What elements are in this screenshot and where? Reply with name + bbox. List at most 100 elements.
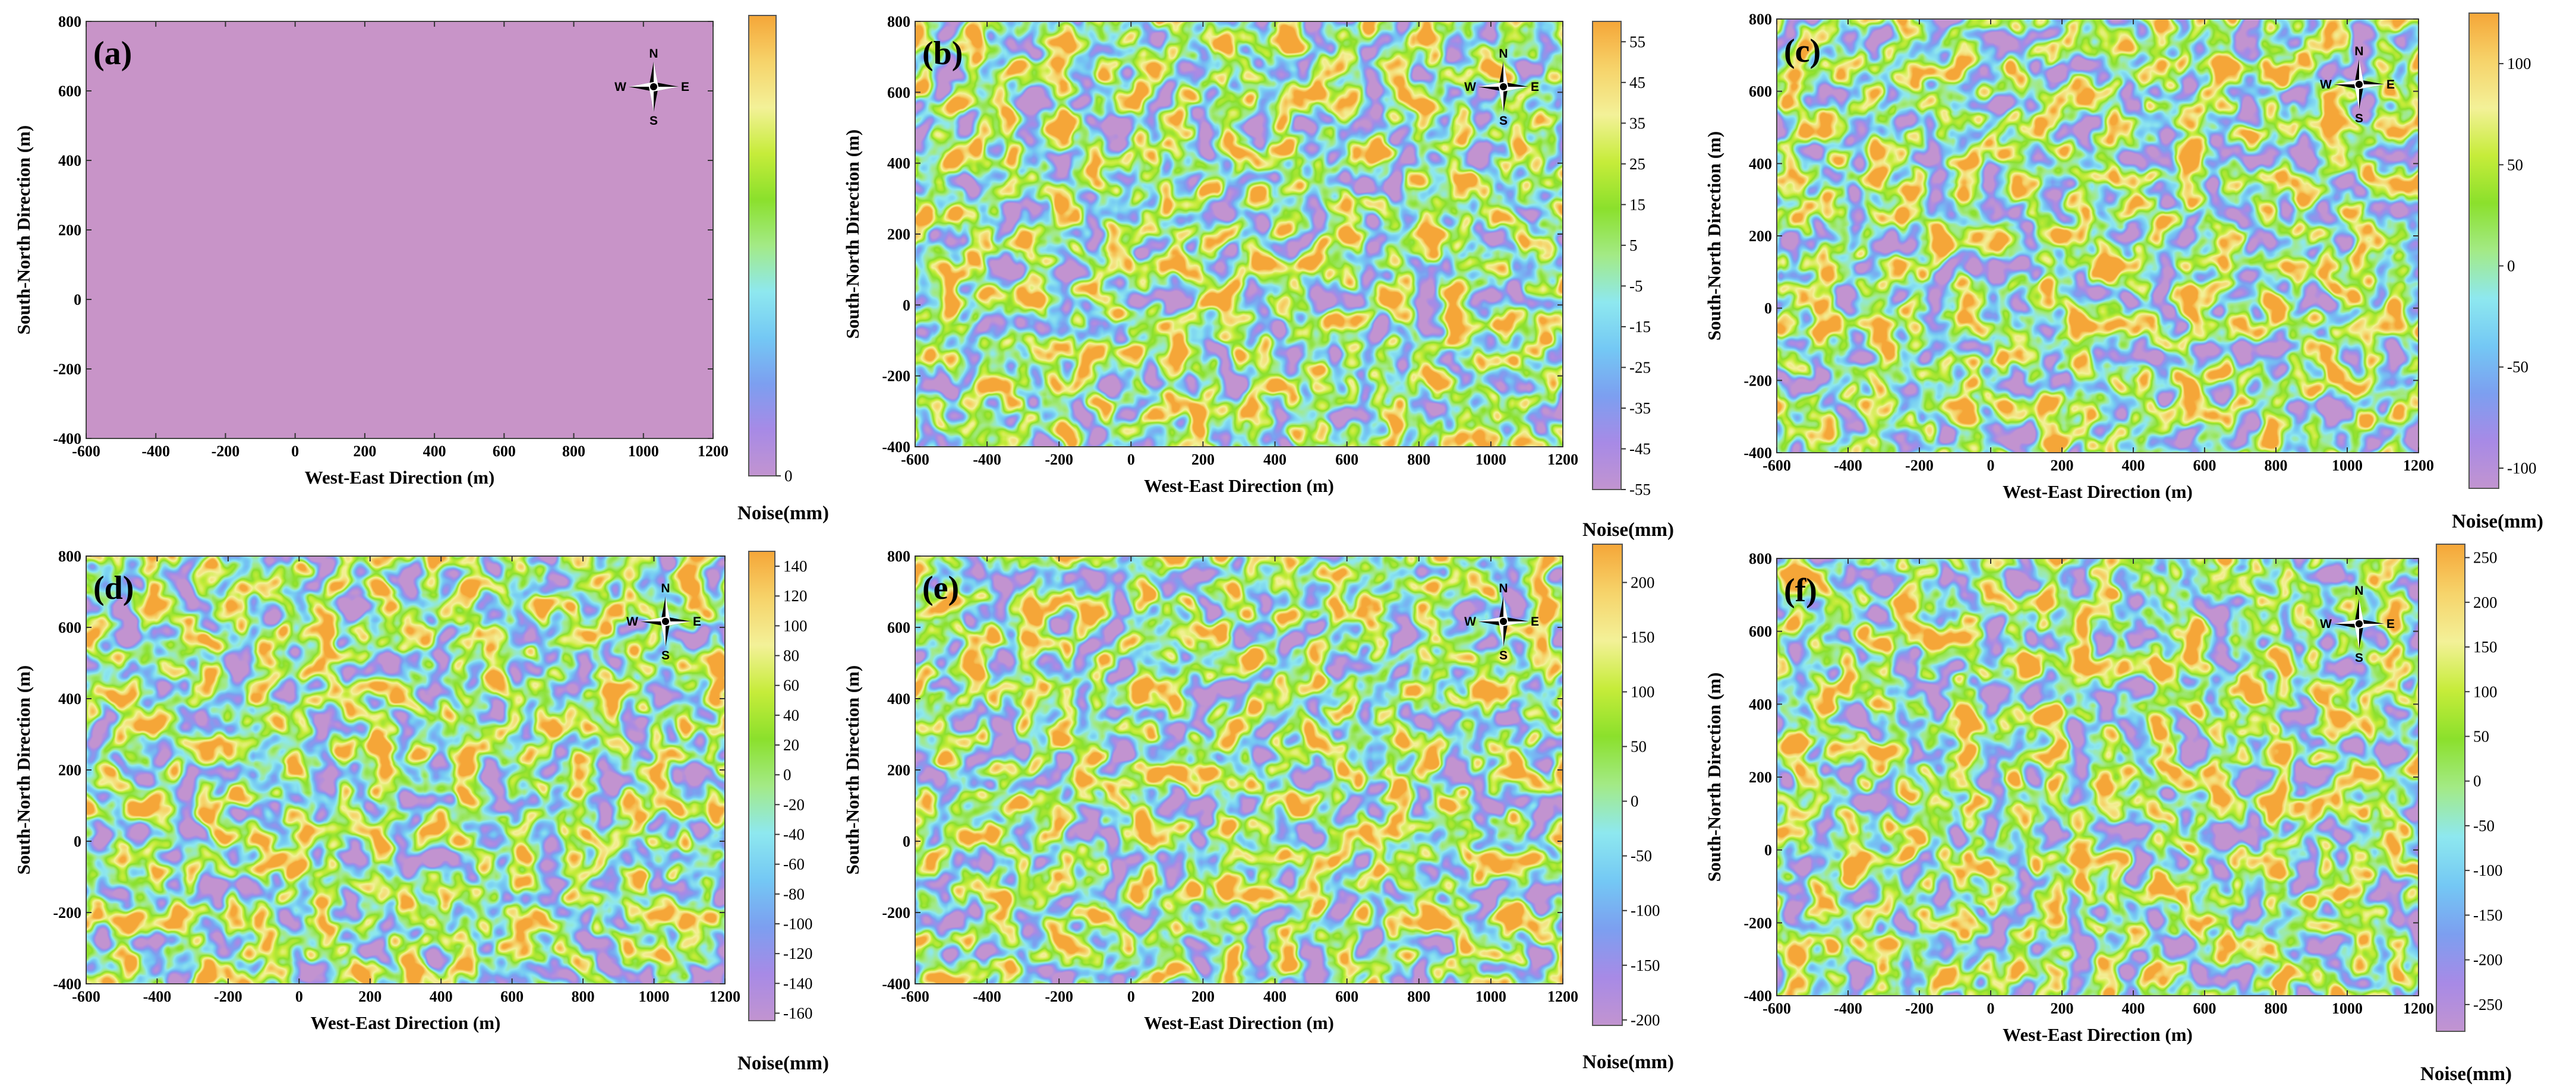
x-tick-label: 1000 bbox=[1475, 451, 1506, 468]
y-tick-label: -200 bbox=[1743, 914, 1772, 932]
x-tick-label: 200 bbox=[353, 443, 376, 460]
colorbar-gradient bbox=[2436, 544, 2465, 1032]
y-tick-label: -400 bbox=[1743, 987, 1772, 1005]
x-tick-label: -600 bbox=[901, 451, 929, 468]
x-tick-label: -200 bbox=[1045, 988, 1073, 1005]
y-tick-label: -400 bbox=[53, 430, 81, 447]
colorbar: 55 45 35 25 15 5 -5 -15 -25 -35 -45 -55 Noise(mm) bbox=[1582, 21, 1674, 541]
colorbar-tick-label: 80 bbox=[783, 647, 799, 665]
x-tick-label: 600 bbox=[500, 988, 524, 1005]
colorbar-gradient bbox=[748, 551, 775, 1021]
y-tick-label: 800 bbox=[58, 548, 81, 565]
x-tick-label: 1200 bbox=[1547, 988, 1578, 1005]
x-tick-label: -200 bbox=[1905, 457, 1934, 474]
colorbar-tick-label: 100 bbox=[2507, 55, 2531, 72]
x-tick-label: -400 bbox=[973, 988, 1001, 1005]
colorbar-tick-label: -50 bbox=[2473, 817, 2495, 835]
compass-north-label: N bbox=[661, 582, 670, 595]
x-tick-label: -600 bbox=[72, 443, 100, 460]
y-tick-label: 200 bbox=[58, 762, 81, 779]
compass-north-label: N bbox=[2354, 584, 2363, 598]
colorbar-tick-label: 55 bbox=[1629, 33, 1645, 50]
colorbar-tick-label: 50 bbox=[2473, 727, 2489, 745]
colorbar-tick-label: 250 bbox=[2473, 549, 2498, 567]
compass-rose: N S E W bbox=[1464, 582, 1539, 662]
x-tick-label: 600 bbox=[493, 443, 516, 460]
panel-c: -600 -400 -200 0 200 400 600 800 1000 1200-400-20… bbox=[1704, 11, 2543, 532]
x-tick-label: 1200 bbox=[1547, 451, 1578, 468]
colorbar-title: Noise(mm) bbox=[2452, 511, 2543, 532]
y-axis-title: South-North Direction (m) bbox=[13, 125, 34, 334]
colorbar-tick-label: -250 bbox=[2473, 996, 2503, 1014]
colorbar-tick-label: 45 bbox=[1629, 74, 1645, 91]
colorbar-title: Noise(mm) bbox=[1582, 1052, 1674, 1073]
compass-highlight bbox=[2354, 624, 2359, 649]
compass-highlight bbox=[666, 621, 690, 626]
colorbar-tick-label: -100 bbox=[2473, 861, 2503, 879]
compass-west-label: W bbox=[2320, 617, 2332, 631]
compass-rose: N S E W bbox=[626, 582, 701, 662]
x-tick-label: -600 bbox=[1762, 1000, 1791, 1017]
colorbar-tick-label: 200 bbox=[2473, 593, 2498, 611]
x-tick-label: 800 bbox=[2265, 1000, 2288, 1017]
x-tick-label: -600 bbox=[72, 988, 100, 1005]
compass-highlight bbox=[654, 87, 679, 91]
colorbar-tick-label: 140 bbox=[783, 557, 808, 575]
x-tick-label: 400 bbox=[1263, 988, 1287, 1005]
colorbar-tick-label: 100 bbox=[783, 617, 808, 634]
y-tick-label: 0 bbox=[1764, 300, 1772, 317]
y-tick-label: 400 bbox=[887, 690, 910, 708]
panel-label: (f) bbox=[1784, 572, 1817, 609]
x-tick-label: -200 bbox=[1045, 451, 1073, 468]
x-tick-label: 600 bbox=[1335, 988, 1358, 1005]
heatmap-field bbox=[1777, 558, 2419, 996]
colorbar-tick-label: -40 bbox=[783, 826, 805, 844]
y-tick-label: 0 bbox=[903, 833, 910, 850]
y-tick-label: 0 bbox=[74, 833, 81, 850]
y-tick-label: 200 bbox=[58, 222, 81, 239]
x-tick-label: 400 bbox=[430, 988, 453, 1005]
compass-west-label: W bbox=[2320, 78, 2332, 91]
y-tick-label: -200 bbox=[882, 368, 910, 385]
compass-highlight bbox=[629, 82, 654, 87]
colorbar: 200 150 100 50 0 -50 -100 -150 -200 Noise(mm) bbox=[1582, 544, 1674, 1073]
x-tick-label: 800 bbox=[2265, 457, 2288, 474]
y-axis-title: South-North Direction (m) bbox=[1704, 673, 1724, 882]
compass-highlight bbox=[1499, 621, 1503, 646]
compass-south-label: S bbox=[1499, 114, 1508, 128]
colorbar-gradient bbox=[748, 15, 777, 476]
y-tick-label: 400 bbox=[58, 152, 81, 169]
y-tick-label: 400 bbox=[887, 155, 910, 172]
x-tick-label: 0 bbox=[1987, 457, 1995, 474]
colorbar-tick-label: -100 bbox=[1631, 902, 1660, 920]
colorbar-tick-label: -200 bbox=[2473, 951, 2503, 969]
compass-east-label: E bbox=[681, 80, 689, 94]
colorbar: 250 200 150 100 50 0 -50 -100 -150 -200 -250 Noise(… bbox=[2420, 544, 2512, 1085]
colorbar-tick-label: -50 bbox=[1631, 847, 1652, 865]
y-axis-title: South-North Direction (m) bbox=[842, 665, 863, 875]
x-tick-label: -400 bbox=[141, 443, 170, 460]
x-tick-label: 1200 bbox=[710, 988, 740, 1005]
y-tick-label: 400 bbox=[1749, 696, 1772, 713]
colorbar-tick-label: -25 bbox=[1629, 358, 1651, 376]
colorbar-tick-label: 20 bbox=[783, 736, 799, 754]
colorbar-tick-label: -100 bbox=[783, 915, 813, 933]
x-tick-label: 400 bbox=[2122, 457, 2145, 474]
compass-highlight bbox=[2359, 84, 2384, 89]
x-tick-label: 400 bbox=[423, 443, 446, 460]
x-tick-label: 0 bbox=[291, 443, 299, 460]
colorbar-tick-label: -150 bbox=[1631, 956, 1660, 974]
colorbar-tick-label: -55 bbox=[1629, 481, 1651, 498]
compass-highlight bbox=[1503, 596, 1508, 621]
compass-south-label: S bbox=[2355, 112, 2363, 125]
x-axis-title: West-East Direction (m) bbox=[2003, 481, 2193, 502]
compass-highlight bbox=[666, 596, 670, 621]
panel-label: (d) bbox=[93, 570, 134, 607]
colorbar-tick-label: 50 bbox=[1631, 738, 1647, 756]
x-tick-label: 1000 bbox=[1475, 988, 1506, 1005]
colorbar: 140 120 100 80 60 40 20 0 -20 -40 -60 -80 -100 -120 -1… bbox=[737, 551, 829, 1074]
y-tick-label: 0 bbox=[903, 296, 910, 314]
colorbar-tick-label: 200 bbox=[1631, 573, 1655, 591]
x-tick-label: 0 bbox=[295, 988, 303, 1005]
